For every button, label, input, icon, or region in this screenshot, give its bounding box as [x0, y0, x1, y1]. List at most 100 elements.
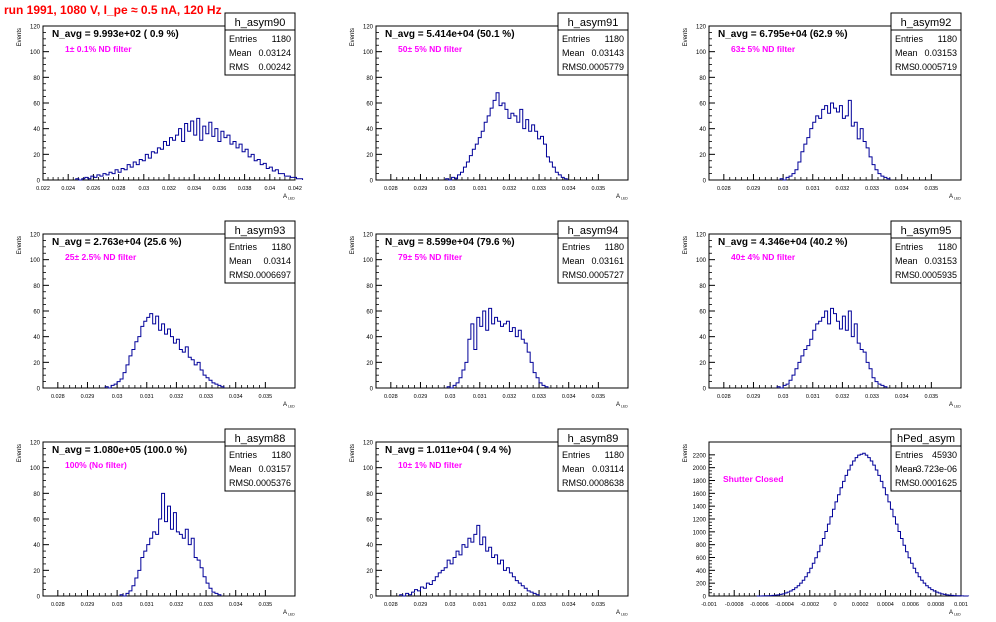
y-tick-label: 100 [363, 50, 374, 56]
x-axis-label-sub: LED [954, 197, 961, 201]
navg-label: N_avg = 4.346e+04 (40.2 %) [718, 237, 848, 248]
y-tick-label: 20 [699, 361, 706, 367]
y-tick-label: 60 [366, 102, 373, 108]
x-tick-label: 0.026 [87, 186, 101, 192]
y-tick-label: 0 [37, 179, 41, 185]
x-tick-label: -0.0004 [775, 602, 794, 608]
filter-note: 79± 5% ND filter [398, 252, 463, 262]
x-tick-label: -0.0006 [750, 602, 769, 608]
x-tick-label: 0.034 [562, 602, 576, 608]
y-axis-label: Events [17, 28, 23, 46]
stat-label-rms: RMS [229, 270, 249, 280]
stat-value-mean: 0.0314 [263, 256, 291, 266]
y-axis-label: Events [17, 236, 23, 254]
x-tick-label: 0.001 [954, 602, 968, 608]
filter-note: 100% (No filter) [65, 460, 127, 470]
x-axis-label-sub: LED [621, 613, 628, 617]
histogram-panel-h_asym93: 0 20 40 60 80 100 120 0.028 0.029 0.03 0.031 0.032 0… [17, 220, 296, 409]
y-tick-label: 60 [366, 310, 373, 316]
y-tick-label: 20 [699, 153, 706, 159]
stat-label-rms: RMS [229, 478, 249, 488]
y-tick-label: 80 [33, 284, 40, 290]
x-tick-label: 0.034 [562, 186, 576, 192]
y-tick-label: 80 [33, 76, 40, 82]
stat-value-entries: 1180 [272, 34, 291, 44]
stat-label-mean: Mean [562, 48, 585, 58]
stat-label-mean: Mean [229, 256, 252, 266]
x-tick-label: 0.031 [473, 602, 487, 608]
y-tick-label: 80 [699, 284, 706, 290]
x-tick-label: 0.032 [170, 394, 184, 400]
x-tick-label: 0.024 [61, 186, 75, 192]
stat-value-entries: 1180 [938, 34, 957, 44]
filter-note: 1± 0.1% ND filter [65, 44, 132, 54]
y-tick-label: 100 [30, 466, 41, 472]
histogram-name: h_asym93 [235, 225, 286, 237]
x-tick-label: 0.033 [865, 394, 879, 400]
x-tick-label: 0.033 [199, 602, 213, 608]
y-tick-label: 20 [366, 569, 373, 575]
x-axis-label-sub: LED [954, 405, 961, 409]
x-tick-label: 0.0006 [902, 602, 919, 608]
stat-label-rms: RMS [562, 62, 582, 72]
stat-label-mean: Mean [562, 256, 585, 266]
x-tick-label: 0.035 [591, 394, 605, 400]
x-tick-label: 0 [833, 602, 836, 608]
x-axis-label-sub: LED [288, 197, 295, 201]
page-title: run 1991, 1080 V, I_pe ≈ 0.5 nA, 120 Hz [4, 3, 222, 17]
x-axis-label-sub: LED [954, 613, 961, 617]
x-tick-label: 0.028 [51, 602, 65, 608]
stat-box [557, 220, 629, 284]
navg-label: N_avg = 2.763e+04 (25.6 %) [52, 237, 182, 248]
x-tick-label: 0.031 [140, 394, 154, 400]
y-tick-label: 20 [33, 569, 40, 575]
stat-label-rms: RMS [562, 270, 582, 280]
y-tick-label: 400 [696, 569, 707, 575]
stat-label-mean: Mean [895, 256, 918, 266]
x-tick-label: -0.0008 [725, 602, 744, 608]
navg-label: N_avg = 6.795e+04 (62.9 %) [718, 29, 848, 40]
x-axis-label: A [949, 610, 953, 616]
y-tick-label: 80 [699, 76, 706, 82]
stat-label-rms: RMS [895, 478, 915, 488]
x-tick-label: 0.03 [778, 186, 789, 192]
x-tick-label: 0.03 [138, 186, 149, 192]
filter-note: 40± 4% ND filter [731, 252, 796, 262]
x-axis-label-sub: LED [621, 405, 628, 409]
filter-note: 50± 5% ND filter [398, 44, 463, 54]
x-tick-label: 0.03 [445, 394, 456, 400]
x-tick-label: 0.033 [532, 186, 546, 192]
stat-value-mean: 0.03114 [592, 464, 624, 474]
y-tick-label: 0 [370, 595, 374, 601]
x-axis-label: A [616, 610, 620, 616]
x-tick-label: 0.031 [806, 186, 820, 192]
stat-value-mean: 0.03143 [591, 48, 624, 58]
x-tick-label: 0.035 [258, 394, 272, 400]
y-tick-label: 100 [696, 50, 707, 56]
y-tick-label: 80 [366, 284, 373, 290]
y-tick-label: 0 [370, 179, 374, 185]
histogram-series [399, 524, 540, 597]
x-tick-label: 0.035 [591, 186, 605, 192]
y-tick-label: 40 [366, 335, 373, 341]
histogram-name: h_asym95 [901, 225, 952, 237]
histogram-panel-h_asym94: 0 20 40 60 80 100 120 0.028 0.029 0.03 0.031 0.032 0… [350, 220, 629, 409]
x-tick-label: 0.029 [747, 394, 761, 400]
y-tick-label: 120 [696, 25, 707, 31]
y-tick-label: 1200 [693, 518, 707, 524]
x-tick-label: 0.032 [170, 602, 184, 608]
y-tick-label: 60 [33, 518, 40, 524]
x-tick-label: 0.028 [384, 186, 398, 192]
stat-value-rms: 0.0008638 [581, 478, 624, 488]
histogram-panel-h_asym88: 0 20 40 60 80 100 120 0.028 0.029 0.03 0.031 0.032 0… [17, 428, 296, 617]
stat-label-entries: Entries [229, 450, 258, 460]
y-tick-label: 600 [696, 556, 707, 562]
stat-value-entries: 45930 [932, 450, 957, 460]
x-axis-label: A [283, 194, 287, 200]
stat-label-entries: Entries [229, 242, 258, 252]
histogram-series [119, 492, 222, 597]
filter-note: 63± 5% ND filter [731, 44, 796, 54]
x-tick-label: 0.035 [924, 186, 938, 192]
y-tick-label: 0 [703, 595, 707, 601]
y-tick-label: 120 [696, 233, 707, 239]
